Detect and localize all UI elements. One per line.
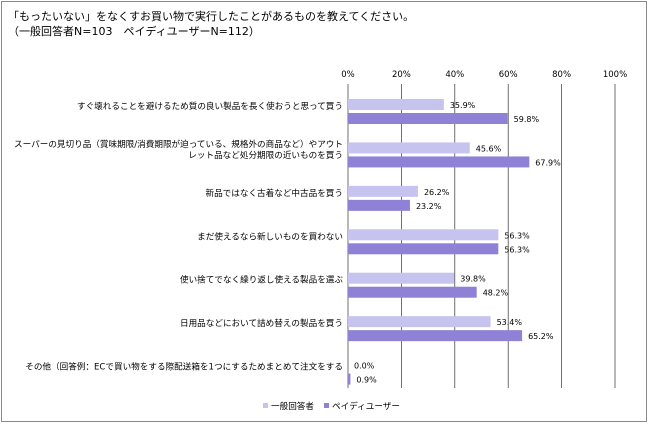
category-label: 使い捨てでなく繰り返し使える製品を選ぶ (180, 274, 343, 286)
bar-general (348, 99, 444, 110)
category-label: レット品など処分期限の近いものを買う (188, 149, 343, 161)
chart-title: 「もったいない」をなくすお買い物で実行したことがあるものを教えてください。 (8, 10, 415, 23)
legend-general-swatch (263, 403, 268, 408)
bar-paidy (348, 156, 530, 168)
category-label: スーパーの見切り品（賞味期限/消費期限が迫っている、規格外の商品など）やアウト (14, 138, 343, 150)
data-label: 0.9% (356, 376, 377, 385)
data-label: 26.2% (424, 188, 450, 197)
data-label: 0.0% (354, 362, 375, 371)
category-label: まだ使えるなら新しいものを買わない (197, 230, 343, 242)
data-label: 48.2% (483, 289, 509, 298)
category-label: すぐ壊れることを避けるため質の良い製品を長く使おうと思って買う (77, 100, 343, 112)
legend-paidy-swatch (324, 403, 329, 408)
data-label: 45.6% (476, 144, 502, 153)
x-tick-label: 80% (552, 70, 571, 80)
x-tick-label: 60% (499, 70, 518, 80)
data-label: 65.2% (528, 332, 554, 341)
data-label: 56.3% (504, 231, 530, 240)
x-tick-label: 40% (445, 70, 464, 80)
data-label: 59.8% (514, 115, 540, 124)
legend-paidy-label: ペイディユーザー (332, 400, 400, 412)
bar-paidy (348, 330, 523, 342)
bar-paidy (348, 199, 410, 211)
x-tick-label: 0% (341, 70, 355, 80)
category-label: その他（回答例：ECで買い物をする際配送箱を1つにするためまとめて注文をする (25, 361, 343, 373)
data-label: 53.4% (497, 318, 523, 327)
bar-general (348, 185, 418, 197)
x-tick-label: 100% (603, 70, 627, 80)
category-label: 日用品などにおいて詰め替えの製品を買う (180, 317, 343, 329)
bar-paidy (348, 243, 499, 255)
data-label: 56.3% (504, 245, 530, 254)
bar-paidy (348, 286, 477, 298)
bar-general (348, 272, 455, 284)
data-label: 35.9% (450, 101, 476, 110)
bar-general (348, 229, 499, 241)
bar-general (348, 142, 470, 154)
data-label: 23.2% (416, 202, 442, 211)
x-tick-label: 20% (392, 70, 411, 80)
bar-general (348, 316, 491, 328)
bar-paidy (348, 373, 351, 385)
data-label: 39.8% (460, 275, 486, 284)
legend-general-label: 一般回答者 (271, 400, 314, 412)
chart-subtitle: （一般回答者N=103 ペイディユーザーN=112） (8, 25, 260, 38)
data-label: 67.9% (535, 158, 561, 167)
bar-paidy (348, 113, 508, 124)
category-label: 新品ではなく古着など中古品を買う (205, 187, 343, 199)
